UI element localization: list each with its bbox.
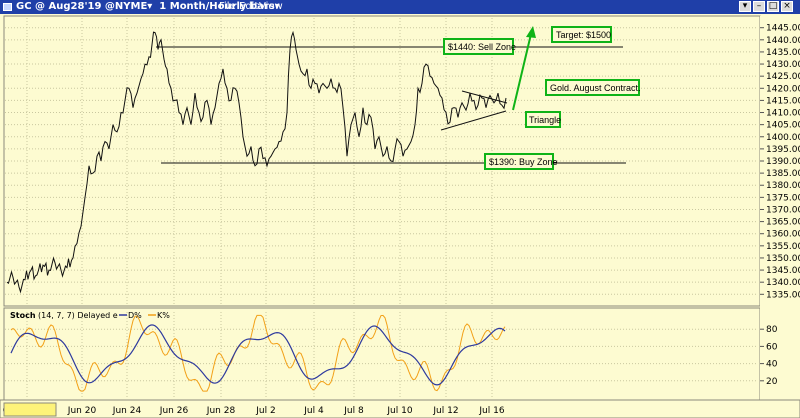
menu-edit[interactable]: Edit	[239, 1, 259, 12]
stoch-header: Stoch (14, 7, 7) Delayed e D% K%	[10, 311, 170, 320]
date-tick-label: Jun 24	[112, 406, 142, 416]
title-bar: GC @ Aug28'19 @NYME▾ 1 Month/Hourly bars…	[0, 0, 800, 14]
stoch-axis: 20 40 60 80	[760, 325, 778, 387]
sell-zone-box	[443, 38, 514, 55]
interval-label[interactable]: 1 Month/Hourly bars	[159, 1, 275, 12]
triangle-box	[525, 111, 561, 128]
stoch-tick-label: 20	[766, 377, 778, 387]
stoch-d-legend: D%	[128, 311, 142, 320]
price-tick-label: 1440.00	[766, 36, 800, 46]
price-axis: 1335.00 1340.00 1345.00 1350.00 1355.00 1360.…	[760, 24, 800, 300]
stoch-panel	[3, 307, 761, 401]
menu-view[interactable]: View	[259, 1, 283, 12]
price-tick-label: 1365.00	[766, 218, 800, 228]
price-tick-label: 1445.00	[766, 24, 800, 34]
price-tick-label: 1395.00	[766, 145, 800, 155]
date-tick-label: Jun 20	[67, 406, 97, 416]
price-tick-label: 1415.00	[766, 96, 800, 106]
sell-zone-label: $1440: Sell Zone	[448, 42, 516, 52]
cursor-date-box	[3, 402, 57, 417]
buy-zone-box	[484, 153, 554, 170]
stoch-tick-label: 40	[766, 360, 778, 370]
time-axis-area	[0, 399, 800, 418]
buy-zone-label: $1390: Buy Zone	[489, 157, 558, 167]
stoch-tick-label: 60	[766, 342, 778, 352]
stoch-params: (14, 7, 7) Delayed e	[38, 311, 118, 320]
chart-window-icon[interactable]	[3, 3, 12, 11]
interval-dropdown-icon[interactable]: ▾	[274, 1, 280, 12]
price-tick-label: 1375.00	[766, 193, 800, 203]
stoch-d-line	[10, 324, 506, 386]
target-arrow-head	[526, 26, 536, 38]
date-tick-label: Jul 4	[303, 406, 324, 416]
price-tick-label: 1400.00	[766, 133, 800, 143]
target-label: Target: $1500	[556, 30, 611, 40]
menu-file[interactable]: File	[219, 1, 236, 12]
target-arrow-line	[512, 33, 532, 111]
price-tick-label: 1420.00	[766, 84, 800, 94]
price-tick-label: 1360.00	[766, 230, 800, 240]
price-panel	[3, 15, 761, 307]
price-tick-label: 1435.00	[766, 48, 800, 58]
price-tick-label: 1340.00	[766, 278, 800, 288]
price-tick-label: 1385.00	[766, 169, 800, 179]
price-tick-label: 1345.00	[766, 266, 800, 276]
date-tick-label: Jun 28	[206, 406, 236, 416]
stoch-k-legend: K%	[157, 311, 170, 320]
date-tick-label: Jun 26	[159, 406, 189, 416]
price-tick-label: 1355.00	[766, 242, 800, 252]
price-tick-label: 1430.00	[766, 60, 800, 70]
date-tick-label: Jul 8	[343, 406, 364, 416]
price-tick-label: 1390.00	[766, 157, 800, 167]
date-tick-label: Jul 16	[478, 406, 504, 416]
contract-label: Gold. August Contract.	[550, 83, 641, 93]
price-tick-label: 1405.00	[766, 121, 800, 131]
price-tick-label: 1410.00	[766, 109, 800, 119]
stoch-title: Stoch	[10, 311, 36, 320]
minimize-button[interactable]: –	[753, 1, 765, 12]
price-series-line	[6, 30, 507, 294]
triangle-label: Triangle	[529, 115, 561, 125]
stoch-tick-label: 80	[766, 325, 778, 335]
price-tick-label: 1335.00	[766, 290, 800, 300]
symbol-label[interactable]: GC @ Aug28'19 @NYME	[16, 1, 148, 12]
price-tick-label: 1350.00	[766, 254, 800, 264]
triangle-lower-line	[440, 110, 507, 131]
stoch-k-line	[10, 314, 506, 392]
price-tick-label: 1370.00	[766, 205, 800, 215]
date-tick-label: Jul 2	[255, 406, 275, 416]
price-tick-label: 1425.00	[766, 72, 800, 82]
date-tick-label: Jul 12	[432, 406, 458, 416]
symbol-dropdown-icon[interactable]: ▾	[147, 1, 153, 12]
maximize-button[interactable]: □	[767, 1, 779, 12]
price-tick-label: 1380.00	[766, 181, 800, 191]
dropdown-window-button[interactable]: ▾	[739, 1, 751, 12]
contract-box	[545, 79, 640, 96]
price-axis-area	[760, 16, 800, 400]
close-button[interactable]: ×	[781, 1, 793, 12]
date-tick-label: Jul 10	[386, 406, 412, 416]
window-title: GC @ Aug28'19 @NYME▾ 1 Month/Hourly bars…	[16, 0, 280, 14]
target-box	[551, 26, 612, 43]
